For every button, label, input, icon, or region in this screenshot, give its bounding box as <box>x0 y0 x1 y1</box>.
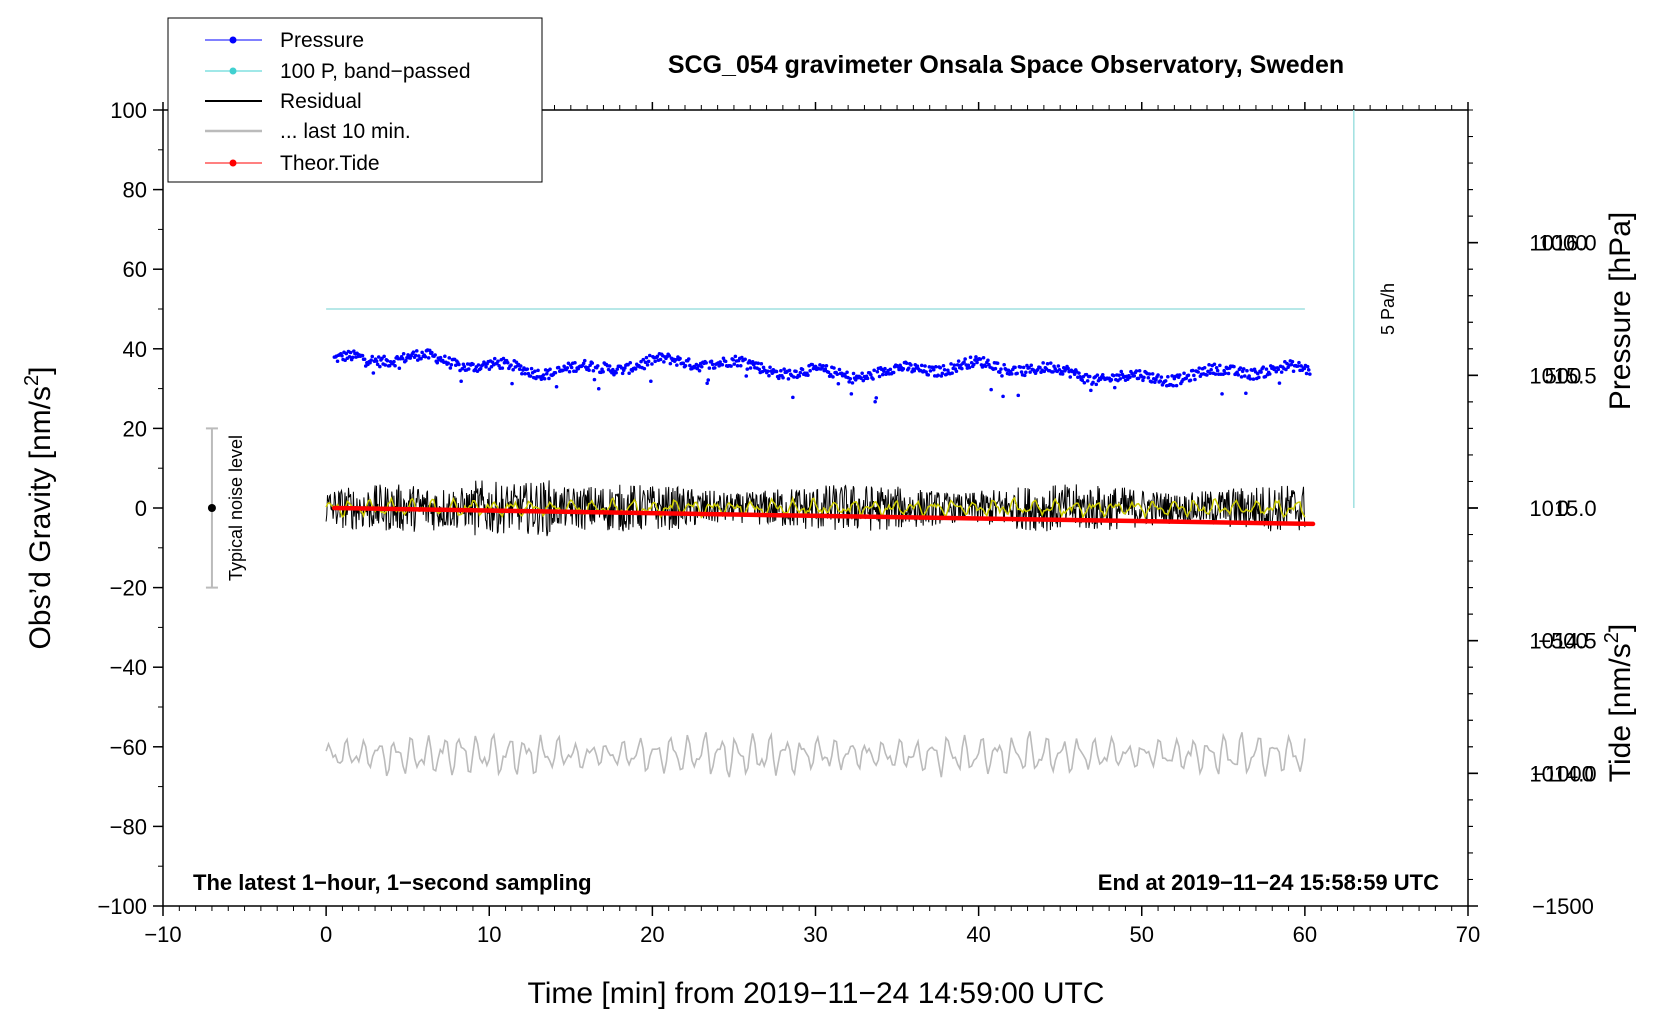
tide-tick-label: −500 <box>1538 629 1588 654</box>
series-residual-smoothed <box>325 495 1306 520</box>
series-layer <box>325 308 1316 778</box>
legend-label-band-passed: 100 P, band−passed <box>280 60 471 83</box>
y-tick-label: −80 <box>110 814 147 839</box>
tide-tick-label: −1000 <box>1532 761 1594 786</box>
legend-label-theor-tide: Theor.Tide <box>280 152 380 175</box>
y-axis-tide-label-sup: 2 <box>1601 632 1623 643</box>
legend-marker <box>229 159 237 167</box>
legend-label-last-10-min: ... last 10 min. <box>280 120 411 143</box>
x-tick-label: 20 <box>640 922 664 947</box>
rate-scale-label: 5 Pa/h <box>1378 283 1398 335</box>
x-axis-label: Time [min] from 2019−11−24 14:59:00 UTC <box>528 977 1105 1010</box>
series-theor-tide <box>332 505 1316 527</box>
chart-title: SCG_054 gravimeter Onsala Space Observat… <box>668 51 1344 79</box>
legend-marker <box>229 36 237 44</box>
pressure-tick-label: 1016.0 <box>1529 231 1596 256</box>
x-tick-label: −10 <box>144 922 181 947</box>
noise-level-label: Typical noise level <box>226 435 246 581</box>
y-axis-tide-label-end: ] <box>1604 624 1637 632</box>
x-tick-label: 0 <box>320 922 332 947</box>
note-end-time: End at 2019−11−24 15:58:59 UTC <box>1098 870 1439 895</box>
series-pressure <box>332 348 1312 404</box>
legend: Pressure 100 P, band−passed Residual ...… <box>167 17 543 183</box>
pressure-tick-label: 1014.5 <box>1529 629 1596 654</box>
tide-tick-label: 1000 <box>1539 231 1588 256</box>
y-tick-label: 20 <box>123 416 147 441</box>
series-residual <box>325 480 1306 537</box>
y-axis-tide-label-main: Tide [nm/s <box>1604 643 1637 782</box>
x-tick-label: 60 <box>1293 922 1317 947</box>
x-tick-label: 10 <box>477 922 501 947</box>
y-tick-label: 0 <box>135 496 147 521</box>
tide-tick-label: 0 <box>1557 496 1569 521</box>
tide-tick-label: −1500 <box>1532 894 1594 919</box>
x-tick-label: 40 <box>966 922 990 947</box>
tide-tick-label: 500 <box>1545 363 1582 388</box>
y-axis-left: 100 80 60 40 20 0 −20 −40 −60 −80 −100 <box>97 98 163 919</box>
y-tick-label: 40 <box>123 337 147 362</box>
y-tick-label: 60 <box>123 257 147 282</box>
x-tick-label: 70 <box>1456 922 1480 947</box>
series-last-10-min <box>325 731 1306 778</box>
y-tick-label: −40 <box>110 655 147 680</box>
pressure-tick-label: 1014.0 <box>1529 761 1596 786</box>
noise-level-dot <box>207 504 216 512</box>
x-tick-label: 50 <box>1130 922 1154 947</box>
y-axis-pressure-label: Pressure [hPa] <box>1604 212 1637 410</box>
y-tick-label: 80 <box>123 178 147 203</box>
note-sampling: The latest 1−hour, 1−second sampling <box>193 870 592 895</box>
y-axis-left-label: Obs’d Gravity [nm/s2] <box>21 367 57 650</box>
y-tick-label: −20 <box>110 576 147 601</box>
y-tick-label: −60 <box>110 735 147 760</box>
y-axis-pressure: 1016.0 1015.5 1015.0 1014.5 1014.0 <box>1468 231 1597 786</box>
y-tick-label: 100 <box>110 98 147 123</box>
x-axis: −10 0 10 20 30 40 50 60 70 <box>144 102 1480 947</box>
pressure-tick-label: 1015.0 <box>1529 496 1596 521</box>
pressure-tick-label: 1015.5 <box>1529 363 1596 388</box>
y-axis-left-label-main: Obs’d Gravity [nm/s <box>24 386 57 649</box>
y-axis-tide-label: Tide [nm/s2] <box>1601 624 1637 782</box>
x-tick-label: 30 <box>803 922 827 947</box>
legend-label-pressure: Pressure <box>280 29 364 52</box>
legend-label-residual: Residual <box>280 90 362 113</box>
y-axis-tide: 1000 500 0 −500 −1000 −1500 <box>1468 231 1594 919</box>
y-axis-left-label-sup: 2 <box>21 375 43 386</box>
y-axis-left-label-end: ] <box>24 367 57 375</box>
y-tick-label: −100 <box>97 894 147 919</box>
legend-marker <box>229 67 237 75</box>
